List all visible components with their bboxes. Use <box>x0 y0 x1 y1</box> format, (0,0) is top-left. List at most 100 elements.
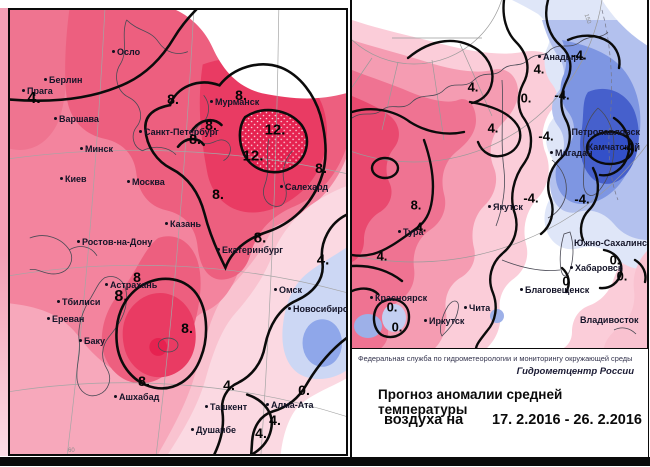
city-label: Прага <box>22 86 53 96</box>
city-dot-icon <box>520 288 523 292</box>
city-label: Астрахань <box>105 280 157 290</box>
contour-value-label: 8. <box>235 87 247 103</box>
city-label: Петропавловск <box>571 127 640 137</box>
contour-value-label: 8. <box>212 186 224 202</box>
contour-value-label: 8. <box>138 373 150 389</box>
city-dot-icon <box>550 151 553 155</box>
contour-value-label: 4. <box>27 90 41 107</box>
contour-value-label: -4. <box>523 190 539 206</box>
forecast-date-range: 17. 2.2016 - 26. 2.2016 <box>492 412 642 428</box>
city-dot-icon <box>205 405 208 409</box>
city-dot-icon <box>398 230 401 234</box>
bottom-scale-bar <box>0 457 650 466</box>
contour-value-label: 4. <box>269 412 281 428</box>
anomaly-contours <box>10 10 346 454</box>
left-map-panel: 60 Осло Берлин Прага Варшава Минск Киев Москва… <box>8 8 348 456</box>
contour-value-label: 8 <box>133 269 141 285</box>
city-label: Якутск <box>488 202 523 212</box>
panel-divider <box>350 0 352 458</box>
contour-value-label: 0. <box>298 382 310 398</box>
city-dot-icon <box>47 317 50 321</box>
contour-value-label: -4. <box>571 47 587 63</box>
contour-value-label: 8. <box>410 197 422 213</box>
city-dot-icon <box>77 240 80 244</box>
contour-value-label: 0. <box>609 252 621 268</box>
city-dot-icon <box>210 100 213 104</box>
city-dot-icon <box>570 266 573 270</box>
city-label: Москва <box>127 177 165 187</box>
forecast-title: Прогноз аномалии средней температуры <box>378 387 563 417</box>
city-dot-icon <box>424 319 427 323</box>
contour-value-label: 4. <box>487 120 499 136</box>
contour-value-label: 8. <box>205 117 217 133</box>
city-label: Анадырь <box>538 52 584 62</box>
city-label: Владивосток <box>580 315 639 325</box>
city-label: Душанбе <box>191 425 236 435</box>
city-label: Хабаровск <box>570 263 622 273</box>
contour-value-label: 8. <box>167 91 179 107</box>
city-label: Мурманск <box>210 97 259 107</box>
coastlines <box>352 31 637 337</box>
contour-value-label: 4. <box>255 425 267 441</box>
city-dot-icon <box>274 288 277 292</box>
contour-value-label: -4. <box>554 87 570 103</box>
city-label: Баку <box>79 336 105 346</box>
city-dot-icon <box>114 395 117 399</box>
city-label: Варшава <box>54 114 99 124</box>
anomaly-contours <box>352 0 647 349</box>
coastlines <box>29 19 293 397</box>
contour-value-label: 0. <box>386 299 398 315</box>
graticule-lines <box>10 10 346 454</box>
contour-value-label: -4. <box>538 128 554 144</box>
city-label: Красноярск <box>370 293 427 303</box>
contour-value-label: 8. <box>114 288 128 305</box>
city-dot-icon <box>60 177 63 181</box>
contour-value-label: -4. <box>574 191 590 207</box>
right-map-art <box>352 0 648 349</box>
city-dot-icon <box>79 339 82 343</box>
right-map-panel: 150 Анадырь Петропавловск Камчатский Магада… <box>352 0 648 349</box>
page-right-border <box>647 0 649 458</box>
contour-value-label: 4. <box>415 219 427 235</box>
city-dot-icon <box>217 248 220 252</box>
city-dot-icon <box>22 89 25 93</box>
city-label: Казань <box>165 219 201 229</box>
contour-value-label: 8. <box>181 320 193 336</box>
contour-value-label: 8. <box>189 131 201 147</box>
city-label: Тбилиси <box>57 297 100 307</box>
contour-value-label: 4. <box>533 61 545 77</box>
contour-value-label: 4. <box>223 377 235 393</box>
city-dot-icon <box>288 307 291 311</box>
city-dot-icon <box>266 403 269 407</box>
city-label: Алма-Ата <box>266 400 314 410</box>
contour-value-label: 0. <box>520 90 532 106</box>
contour-value-label: 0. <box>391 319 403 335</box>
contour-value-label: -4. <box>622 139 638 155</box>
contour-value-label: 4. <box>316 251 330 269</box>
city-label: Осло <box>112 47 140 57</box>
graticule-lines <box>352 0 648 263</box>
city-dot-icon <box>139 130 142 134</box>
city-dot-icon <box>370 296 373 300</box>
city-label: Чита <box>464 303 490 313</box>
city-dot-icon <box>80 147 83 151</box>
city-dot-icon <box>165 222 168 226</box>
city-label: Южно-Сахалинск <box>574 238 648 248</box>
contour-value-label: 8. <box>315 160 327 176</box>
map-margin-bleed <box>0 8 8 456</box>
city-label: Екатеринбург <box>217 245 283 255</box>
agency-name: Федеральная служба по гидрометеорологии … <box>358 354 633 363</box>
contour-value-label: 12. <box>264 121 286 139</box>
city-dot-icon <box>538 55 541 59</box>
city-dot-icon <box>44 78 47 82</box>
city-label: Камчатский <box>587 142 640 152</box>
city-dot-icon <box>54 117 57 121</box>
city-label: Санкт-Петербург <box>139 127 219 137</box>
city-label: Киев <box>60 174 87 184</box>
city-label: Новосибирск <box>288 304 346 314</box>
city-label: Салехард <box>280 182 328 192</box>
contour-value-label: 12. <box>242 147 264 165</box>
forecast-title-prefix: воздуха на <box>384 412 464 428</box>
contour-value-label: 0 <box>562 273 570 289</box>
